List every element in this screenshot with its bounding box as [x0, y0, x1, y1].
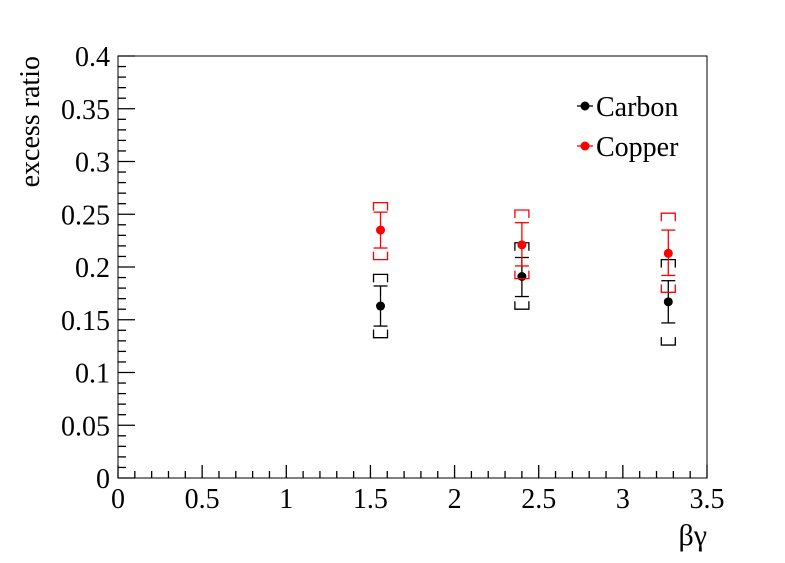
- legend-marker: [580, 141, 590, 151]
- data-marker: [517, 240, 527, 250]
- x-tick-label: 1.5: [353, 484, 388, 515]
- data-marker: [376, 225, 386, 235]
- data-point: [660, 258, 676, 346]
- x-tick-label: 1: [279, 484, 293, 515]
- y-tick-label: 0.1: [75, 359, 110, 390]
- sys-bracket-top: [514, 209, 530, 219]
- data-series: [372, 201, 676, 346]
- y-tick-label: 0.15: [61, 306, 110, 337]
- y-tick-label: 0.25: [61, 200, 110, 231]
- y-tick-label: 0.2: [75, 253, 110, 284]
- data-marker: [663, 248, 673, 258]
- sys-bracket-bottom: [514, 270, 530, 280]
- data-point: [372, 201, 389, 261]
- legend-item: Copper: [577, 132, 679, 163]
- x-tick-label: 3.5: [690, 484, 725, 515]
- y-tick-label: 0.05: [61, 411, 110, 442]
- sys-bracket-top: [372, 273, 389, 283]
- data-marker: [517, 271, 527, 281]
- axis-ticks: [117, 55, 708, 479]
- sys-bracket-bottom: [372, 251, 389, 261]
- series-carbon: [372, 242, 676, 346]
- legend-label: Copper: [596, 132, 679, 163]
- sys-bracket-bottom: [514, 301, 530, 310]
- legend: Carbon Copper: [577, 92, 679, 163]
- x-tick-label: 2: [448, 484, 462, 515]
- sys-bracket-bottom: [660, 284, 676, 293]
- sys-bracket-top: [372, 201, 389, 211]
- x-tick-label: 0.5: [185, 484, 220, 515]
- sys-bracket-bottom: [372, 329, 389, 339]
- x-tick-label: 0: [111, 484, 125, 515]
- data-marker: [663, 297, 673, 307]
- x-tick-label: 2.5: [521, 484, 556, 515]
- y-tick-label: 0.3: [75, 148, 110, 179]
- sys-bracket-top: [660, 212, 676, 222]
- y-axis-label: excess ratio: [15, 56, 46, 187]
- y-tick-label: 0: [96, 464, 110, 495]
- sys-bracket-bottom: [660, 337, 676, 346]
- y-tick-label: 0.35: [61, 95, 110, 126]
- x-axis-label: βγ: [678, 519, 707, 552]
- data-point: [514, 209, 530, 280]
- x-tick-labels: 0 0.5 1 1.5 2 2.5 3 3.5: [111, 484, 725, 515]
- y-tick-labels: 0 0.05 0.1 0.15 0.2 0.25 0.3 0.35 0.4: [61, 42, 110, 495]
- data-marker: [376, 301, 386, 311]
- legend-marker: [580, 101, 590, 111]
- y-tick-label: 0.4: [75, 42, 110, 73]
- series-copper: [372, 201, 676, 293]
- data-point: [660, 212, 676, 293]
- x-tick-label: 3: [616, 484, 630, 515]
- data-point: [372, 273, 389, 339]
- legend-label: Carbon: [596, 92, 678, 123]
- legend-item: Carbon: [577, 92, 678, 123]
